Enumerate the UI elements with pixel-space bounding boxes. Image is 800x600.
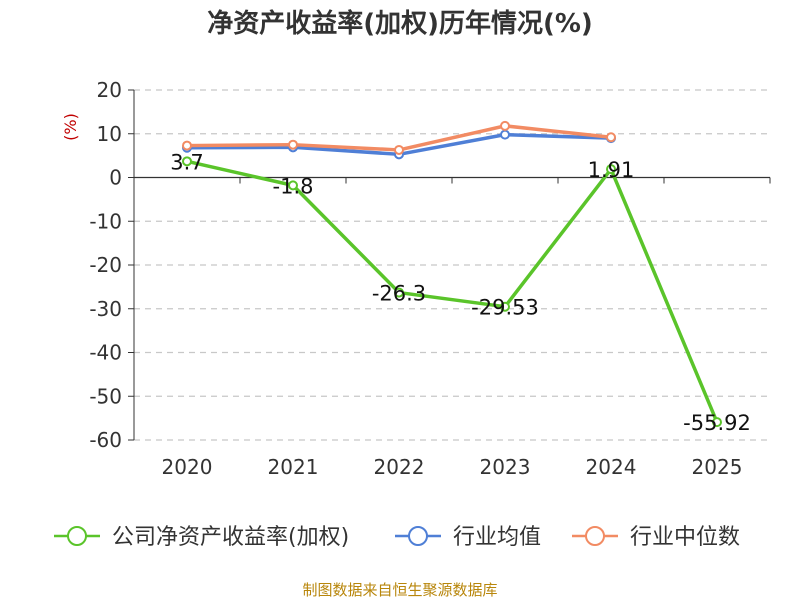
y-tick-label: -60 [89,428,122,452]
data-point [182,156,192,167]
legend-label: 公司净资产收益率(加权) [112,525,349,550]
data-label: -29.53 [471,296,539,320]
y-tick-label: -30 [89,297,122,321]
y-tick-label: 20 [97,78,122,102]
data-label: 3.7 [170,150,203,174]
x-tick-label: 2021 [268,455,319,479]
y-tick-label: -20 [89,253,122,277]
y-axis-label: (%) [61,113,80,141]
data-point [606,164,616,175]
x-tick-label: 2022 [374,455,425,479]
legend-marker [585,526,605,546]
data-point [288,180,298,191]
x-tick-label: 2020 [162,455,213,479]
data-point [500,120,510,131]
axes: 20 10 0 -10 -20 -30 -40 -50 -60 2020 2021 2022 2023 2… [89,78,771,479]
data-point [712,417,722,428]
x-tick-label: 2023 [480,455,531,479]
data-point [500,129,510,140]
y-tick-label: 10 [97,122,122,146]
data-point [500,301,510,312]
data-point [394,287,404,298]
grid-lines [134,89,770,441]
data-point [182,140,192,151]
data-label: -1.8 [273,174,314,198]
data-label: -55.92 [683,411,751,435]
y-tick-label: 0 [109,166,122,190]
data-label: -26.3 [372,282,426,306]
data-point [606,132,616,143]
legend: 公司净资产收益率(加权) 行业均值 行业中位数 [54,525,740,550]
legend-marker [67,526,87,546]
y-tick-label: -40 [89,341,122,365]
y-tick-label: -50 [89,384,122,408]
legend-label: 行业均值 [453,525,541,550]
legend-label: 行业中位数 [630,525,740,550]
series-line [185,159,719,424]
data-label: 1.91 [588,158,635,182]
x-tick-label: 2024 [586,455,637,479]
data-point [288,139,298,150]
series-layer [182,120,722,428]
x-tick-label: 2025 [692,455,743,479]
source-note: 制图数据来自恒生聚源数据库 [302,581,497,599]
data-point [394,144,404,155]
chart-title: 净资产收益率(加权)历年情况(%) [207,8,593,39]
legend-marker [408,526,428,546]
y-tick-label: -10 [89,209,122,233]
data-labels: 3.7 -1.8 -26.3 -29.53 1.91 -55.92 [170,150,751,435]
